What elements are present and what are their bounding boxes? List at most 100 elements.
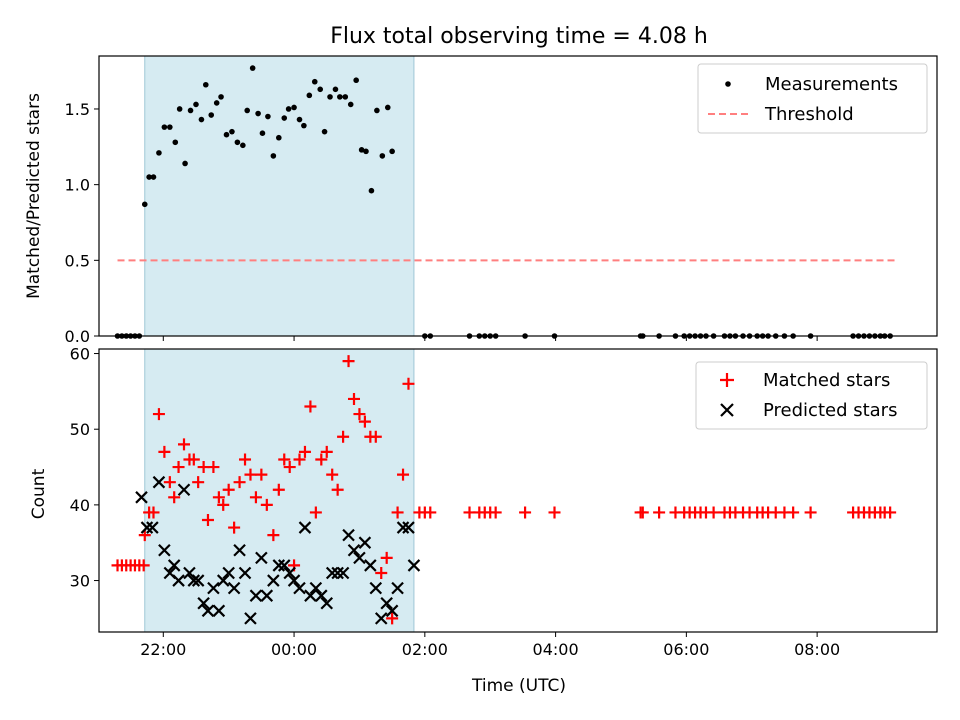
predicted-star-point: [152, 475, 166, 489]
predicted-star-point: [325, 566, 339, 580]
matched-star-point: [260, 498, 273, 511]
x-tick-label: 04:00: [533, 640, 579, 659]
y-tick-label: 1.5: [65, 100, 90, 119]
predicted-star-point: [358, 536, 372, 549]
matched-star-point: [222, 483, 235, 496]
x-tick-label: 00:00: [271, 640, 317, 659]
x-tick-label: 06:00: [663, 640, 709, 659]
measurement-point: [311, 78, 318, 85]
measurement-point: [234, 139, 241, 146]
measurement-point: [223, 131, 230, 138]
bottom-y-axis-label: Count: [29, 468, 49, 519]
top-axes-frame: [98, 55, 938, 337]
measurement-point: [306, 92, 313, 99]
matched-star-point: [212, 491, 225, 504]
measurement-point: [182, 160, 188, 167]
predicted-star-point: [380, 596, 393, 610]
predicted-star-point: [385, 604, 399, 618]
predicted-star-point: [227, 581, 241, 595]
predicted-star-point: [222, 566, 235, 580]
matched-star-point: [337, 430, 350, 443]
predicted-star-point: [244, 612, 257, 625]
measurement-point: [291, 104, 297, 111]
matched-star-point: [653, 506, 666, 519]
legend-threshold-label: Threshold: [764, 104, 854, 125]
predicted-star-point: [167, 559, 181, 572]
legend-measurements-marker: [725, 81, 731, 87]
predicted-star-point: [158, 544, 171, 557]
predicted-star-point: [331, 566, 344, 580]
matched-star-point: [402, 377, 415, 390]
measurement-point: [321, 128, 328, 135]
matched-star-point: [326, 468, 339, 481]
predicted-star-point: [347, 544, 361, 557]
matched-star-point: [548, 506, 561, 519]
legend-predicted-label: Predicted stars: [763, 400, 897, 421]
measurement-point: [198, 116, 205, 123]
matched-star-point: [884, 506, 897, 519]
matched-star-point: [228, 521, 241, 534]
legend-predicted-marker: [720, 403, 734, 417]
matched-star-point: [320, 445, 333, 458]
predicted-star-point: [201, 604, 215, 618]
measurement-point: [363, 148, 369, 155]
x-tick-label: 08:00: [794, 640, 840, 659]
predicted-star-point: [374, 612, 388, 625]
predicted-star-point: [293, 581, 306, 595]
top-x-ticks: [162, 336, 818, 341]
matched-star-point: [137, 559, 150, 572]
predicted-star-point: [135, 491, 148, 504]
measurement-point: [187, 107, 194, 114]
measurement-point: [193, 101, 199, 108]
measurement-point: [368, 187, 375, 194]
matched-star-point: [177, 438, 190, 451]
top-legend-box: [697, 63, 928, 134]
matched-star-point: [358, 415, 371, 428]
legend-matched-label: Matched stars: [763, 370, 890, 391]
predicted-star-point: [172, 574, 185, 587]
matched-star-point: [244, 468, 257, 481]
matched-star-point: [187, 453, 200, 466]
matched-star-point: [163, 476, 176, 489]
measurement-point: [213, 100, 220, 106]
matched-star-point: [147, 506, 160, 519]
measurement-point: [141, 201, 148, 208]
measurement-point: [172, 139, 179, 146]
measurement-point: [265, 113, 271, 120]
predicted-star-point: [304, 589, 317, 602]
matched-star-point: [278, 453, 291, 466]
measurement-point: [150, 174, 157, 180]
measurement-point: [353, 77, 359, 84]
matched-star-point: [342, 355, 355, 368]
predicted-star-point: [238, 566, 252, 580]
matched-star-point: [298, 445, 311, 458]
bottom-x-ticks: 22:00 00:00 02:00 04:00 06:00 08:00: [140, 632, 840, 659]
matched-star-point: [207, 461, 220, 474]
bottom-legend: Matched stars Predicted stars: [695, 361, 928, 430]
predicted-star-point: [369, 581, 383, 595]
predicted-star-point: [140, 521, 154, 534]
predicted-star-point: [146, 521, 159, 534]
matched-star-point: [353, 408, 366, 421]
matched-star-point: [489, 506, 502, 519]
measurement-point: [384, 104, 391, 111]
predicted-star-point: [353, 551, 366, 565]
measurement-point: [374, 107, 380, 114]
matched-star-point: [201, 514, 214, 527]
matched-star-point: [158, 445, 171, 458]
x-tick-label: 22:00: [140, 640, 186, 659]
y-tick-label: 1.0: [65, 176, 90, 195]
predicted-star-point: [216, 574, 230, 587]
measurement-point: [296, 116, 303, 123]
predicted-star-point: [191, 574, 205, 587]
predicted-star-point: [197, 596, 210, 610]
y-tick-label: 30: [70, 572, 90, 591]
matched-star-point: [309, 506, 322, 519]
measurement-point: [337, 94, 343, 100]
predicted-star-point: [212, 604, 226, 618]
matched-star-point: [168, 491, 181, 504]
x-tick-label: 02:00: [402, 640, 448, 659]
measurement-points: [114, 65, 893, 339]
measurement-point: [249, 65, 256, 71]
matched-star-point: [375, 566, 388, 579]
